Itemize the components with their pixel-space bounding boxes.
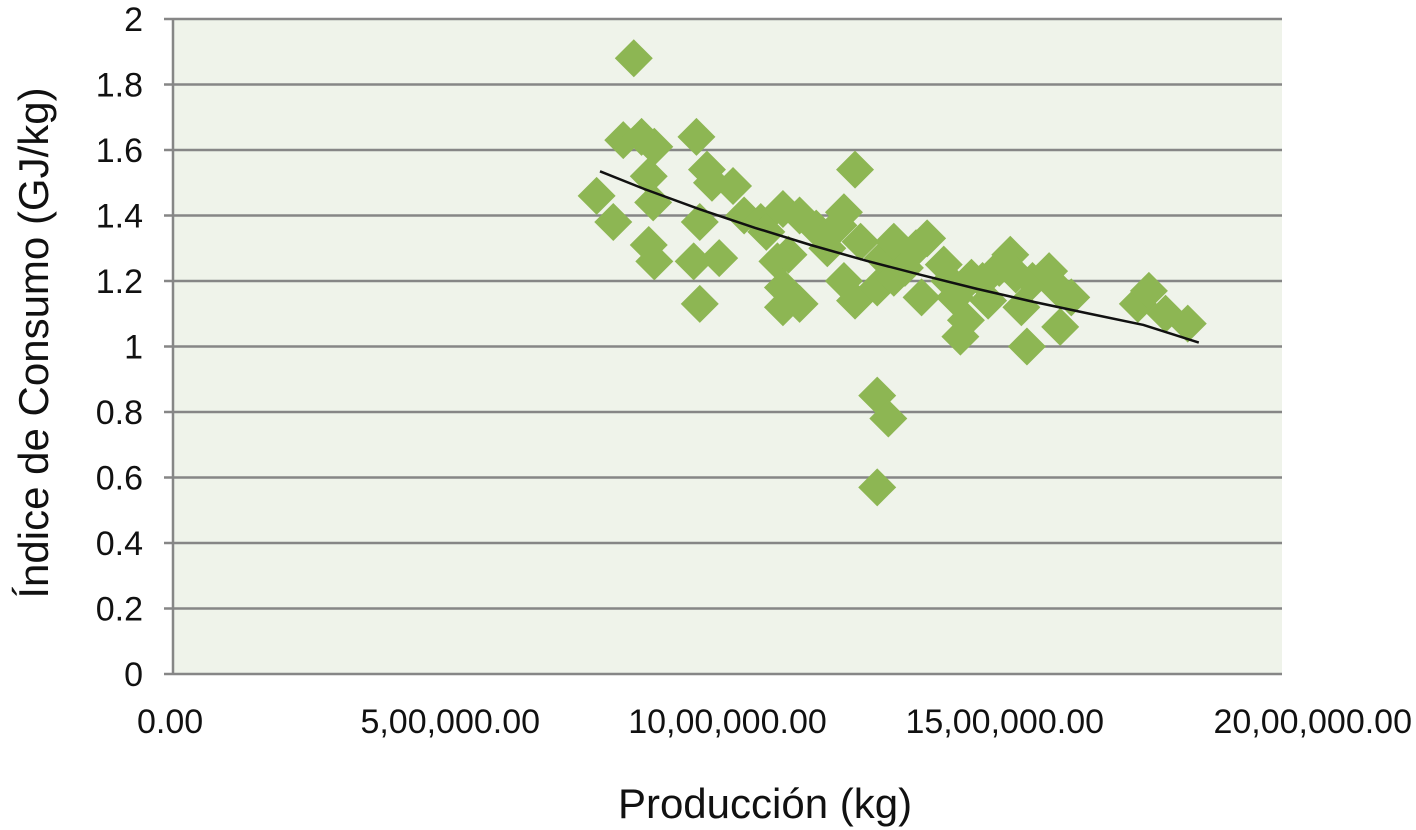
y-axis-title: Índice de Consumo (GJ/kg) <box>10 87 57 598</box>
y-tick-label: 0.6 <box>96 460 143 498</box>
data-point <box>635 242 674 281</box>
data-point <box>758 242 797 281</box>
data-point <box>680 284 719 323</box>
y-tick-label: 1.6 <box>96 132 143 170</box>
data-point <box>836 150 875 189</box>
data-point <box>674 242 713 281</box>
data-point <box>991 235 1030 274</box>
data-point <box>946 301 985 340</box>
y-tick-label: 0 <box>124 656 143 694</box>
data-point <box>577 176 616 215</box>
data-point <box>634 183 673 222</box>
data-point <box>819 206 858 245</box>
y-tick-label: 1.8 <box>96 67 143 105</box>
y-tick-label: 0.4 <box>96 525 143 563</box>
trendline <box>599 170 1200 344</box>
y-tick-labels: 0 0.2 0.4 0.6 0.8 1 1.2 1.4 1.6 1.8 2 <box>96 1 143 694</box>
axes <box>164 17 1282 676</box>
data-point <box>780 284 819 323</box>
data-point <box>594 203 633 242</box>
data-point <box>969 281 1008 320</box>
data-point <box>1168 304 1207 343</box>
data-points <box>577 39 1207 507</box>
data-point <box>714 167 753 206</box>
data-point <box>902 278 941 317</box>
data-point <box>874 222 913 261</box>
data-point <box>1129 271 1168 310</box>
data-point <box>1007 327 1046 366</box>
data-point <box>841 222 880 261</box>
y-tick-label: 2 <box>124 1 143 39</box>
y-tick-label: 0.2 <box>96 591 143 629</box>
x-tick-label: 0.00 <box>137 703 203 741</box>
data-point <box>635 127 674 166</box>
data-point <box>677 117 716 156</box>
grid-lines <box>173 17 1282 610</box>
y-tick-label: 1.4 <box>96 198 143 236</box>
y-tick-label: 1 <box>124 329 143 367</box>
data-point <box>614 39 653 78</box>
x-tick-label: 20,00,000.00 <box>1213 703 1412 741</box>
data-point <box>908 219 947 258</box>
y-tick-label: 0.8 <box>96 394 143 432</box>
x-tick-label: 10,00,000.00 <box>628 703 827 741</box>
x-axis-title: Producción (kg) <box>618 780 912 827</box>
x-tick-label: 15,00,000.00 <box>905 703 1104 741</box>
y-tick-label: 1.2 <box>96 263 143 301</box>
x-tick-label: 5,00,000.00 <box>360 703 540 741</box>
data-point <box>869 399 908 438</box>
data-point <box>700 239 739 278</box>
data-point <box>858 468 897 507</box>
data-point <box>1041 307 1080 346</box>
x-tick-labels: 0.00 5,00,000.00 10,00,000.00 15,00,000.00 2… <box>137 703 1412 741</box>
